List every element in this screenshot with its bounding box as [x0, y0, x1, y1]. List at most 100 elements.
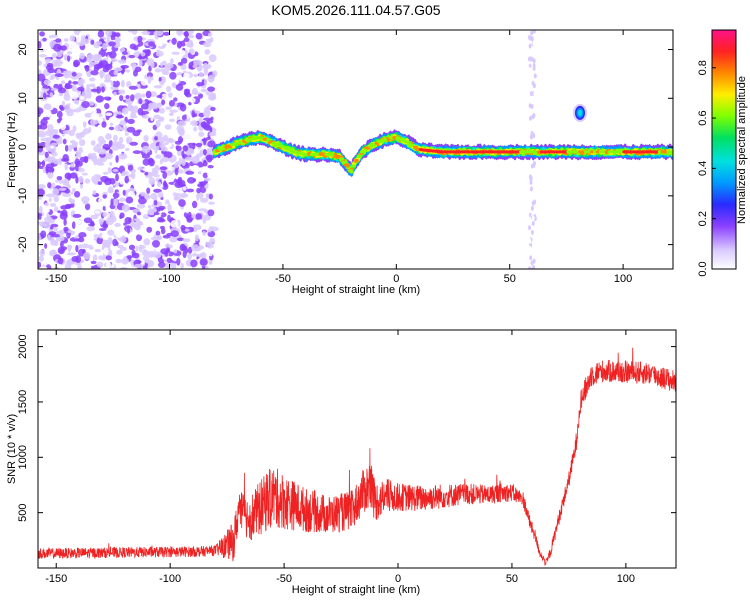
noise-speckle — [175, 145, 182, 152]
noise-speckle — [230, 191, 233, 194]
noise-speckle — [63, 226, 69, 232]
noise-speckle — [182, 159, 186, 164]
noise-speckle — [80, 152, 86, 158]
noise-speckle — [68, 159, 73, 163]
y-tick-label: 10 — [17, 92, 29, 104]
noise-speckle — [158, 39, 164, 47]
noise-speckle — [181, 134, 191, 139]
noise-speckle — [115, 69, 119, 75]
noise-speckle — [135, 245, 139, 252]
noise-speckle — [226, 231, 229, 234]
noise-speckle — [58, 92, 64, 97]
y-tick-label: 20 — [17, 43, 29, 55]
noise-speckle — [246, 109, 249, 113]
noise-speckle — [49, 92, 54, 98]
noise-speckle — [105, 255, 113, 261]
noise-speckle — [125, 196, 134, 204]
noise-speckle — [38, 130, 46, 136]
noise-speckle — [67, 184, 71, 189]
noise-speckle — [208, 252, 213, 257]
noise-speckle — [168, 138, 173, 143]
noise-speckle — [168, 188, 174, 196]
noise-speckle — [97, 181, 103, 186]
noise-speckle — [167, 204, 172, 212]
noise-speckle — [144, 258, 149, 264]
colorbar-tick-label: 0.2 — [697, 211, 709, 226]
noise-speckle — [82, 200, 89, 205]
noise-speckle — [66, 216, 72, 222]
noise-speckle — [42, 116, 50, 121]
noise-speckle — [160, 156, 170, 163]
noise-speckle — [207, 209, 215, 217]
noise-speckle — [133, 223, 141, 231]
noise-speckle — [54, 240, 59, 247]
noise-speckle — [200, 121, 207, 128]
noise-speckle — [78, 232, 87, 239]
noise-speckle — [81, 101, 90, 108]
noise-speckle — [190, 259, 198, 268]
noise-speckle — [116, 113, 123, 119]
noise-speckle — [197, 183, 205, 188]
noise-speckle — [92, 190, 97, 195]
noise-speckle — [61, 100, 66, 107]
noise-speckle — [88, 77, 96, 82]
noise-speckle — [57, 257, 64, 265]
spike-line-speckle — [532, 41, 536, 47]
noise-speckle — [58, 235, 65, 242]
noise-speckle — [121, 204, 130, 213]
noise-speckle — [163, 31, 170, 36]
noise-speckle — [214, 215, 218, 218]
noise-speckle — [85, 92, 92, 99]
noise-speckle — [87, 152, 94, 160]
noise-speckle — [78, 166, 82, 170]
noise-speckle — [52, 188, 60, 196]
noise-speckle — [188, 101, 192, 106]
noise-speckle — [57, 87, 67, 94]
noise-speckle — [38, 69, 41, 75]
noise-speckle — [63, 53, 68, 61]
noise-speckle — [208, 32, 213, 37]
noise-speckle — [52, 134, 60, 139]
spike-line-speckle — [528, 238, 532, 244]
noise-speckle — [192, 224, 202, 231]
noise-speckle — [70, 162, 75, 168]
noise-speckle — [203, 149, 207, 156]
noise-speckle — [129, 115, 138, 119]
colorbar-tick-label: 0.4 — [697, 161, 709, 176]
noise-speckle — [136, 203, 146, 209]
noise-speckle — [175, 78, 179, 85]
spike-line-speckle — [528, 174, 532, 180]
noise-speckle — [209, 237, 216, 245]
noise-speckle — [183, 72, 190, 80]
noise-speckle — [130, 110, 136, 114]
noise-speckle — [208, 201, 215, 205]
noise-speckle — [42, 85, 51, 89]
ridge-core — [336, 155, 342, 159]
noise-speckle — [204, 177, 211, 182]
noise-speckle — [202, 172, 208, 179]
noise-speckle — [186, 112, 190, 120]
noise-speckle — [38, 213, 43, 217]
noise-speckle — [244, 115, 247, 118]
noise-speckle — [167, 92, 173, 98]
noise-speckle — [60, 157, 70, 162]
noise-speckle — [234, 119, 237, 123]
figure-title: KOM5.2026.111.04.57.G05 — [271, 2, 440, 18]
noise-speckle — [55, 76, 60, 80]
noise-speckle — [48, 231, 57, 236]
spike-line-speckle — [529, 56, 532, 62]
noise-speckle — [47, 182, 52, 189]
spike-line-speckle — [531, 266, 535, 269]
noise-speckle — [78, 244, 83, 249]
noise-speckle — [130, 123, 135, 128]
noise-speckle — [148, 172, 156, 177]
spike-line-speckle — [529, 47, 533, 53]
noise-speckle — [173, 195, 179, 201]
noise-speckle — [55, 179, 60, 183]
noise-speckle — [194, 107, 203, 111]
snr-panel: -150 -100 -50 0 50 100 500 1000 1500 2000 Height… — [6, 329, 677, 596]
noise-speckle — [146, 187, 151, 194]
noise-speckle — [209, 127, 213, 133]
noise-speckle — [63, 93, 71, 102]
noise-speckle — [112, 198, 119, 207]
